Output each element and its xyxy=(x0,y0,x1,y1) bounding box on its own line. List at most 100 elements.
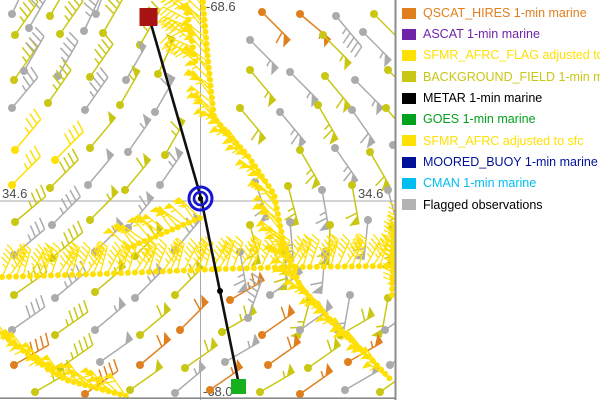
wind-barb[interactable] xyxy=(20,26,45,75)
legend-item-ascat[interactable]: ASCAT 1-min marine xyxy=(402,24,540,44)
wind-barb[interactable] xyxy=(86,34,114,81)
wind-barb[interactable] xyxy=(256,363,296,396)
wind-barb[interactable] xyxy=(188,74,215,101)
wind-barb[interactable] xyxy=(164,43,199,65)
wind-barb[interactable] xyxy=(306,233,320,270)
wind-barb[interactable] xyxy=(251,194,281,218)
wind-barb[interactable] xyxy=(221,333,261,366)
wind-barb[interactable] xyxy=(332,12,363,58)
wind-barb[interactable] xyxy=(103,241,121,277)
wind-barb[interactable] xyxy=(8,145,41,189)
wind-barb[interactable] xyxy=(296,10,332,48)
wind-barb[interactable] xyxy=(321,72,352,114)
wind-barb[interactable] xyxy=(139,213,170,235)
wind-barb[interactable] xyxy=(93,375,124,398)
wind-barb[interactable] xyxy=(246,66,277,108)
wind-barb[interactable] xyxy=(359,28,392,68)
wind-barb[interactable] xyxy=(326,233,339,270)
wind-barb[interactable] xyxy=(360,353,389,377)
wind-barb[interactable] xyxy=(381,299,418,334)
legend-item-moored-buoy[interactable]: MOORED_BUOY 1-min marine xyxy=(402,152,598,172)
wind-barb[interactable] xyxy=(229,235,244,272)
wind-barb[interactable] xyxy=(102,227,131,251)
wind-barb[interactable] xyxy=(155,208,187,228)
wind-barb[interactable] xyxy=(226,271,266,304)
wind-barb[interactable] xyxy=(285,235,304,271)
wind-barb[interactable] xyxy=(8,66,39,112)
legend-item-qscat-hires[interactable]: QSCAT_HIRES 1-min marine xyxy=(402,3,587,23)
track-waypoint-dot[interactable] xyxy=(217,288,223,294)
wind-barb[interactable] xyxy=(382,262,396,298)
wind-barb[interactable] xyxy=(247,170,275,195)
wind-barb[interactable] xyxy=(221,235,235,272)
wind-barb[interactable] xyxy=(319,31,352,71)
wind-barb[interactable] xyxy=(136,331,172,369)
wind-barb[interactable] xyxy=(171,359,207,397)
wind-barb[interactable] xyxy=(351,76,384,116)
wind-barb[interactable] xyxy=(249,234,262,272)
wind-barb[interactable] xyxy=(67,241,81,278)
wind-barb[interactable] xyxy=(277,234,291,271)
wind-barb[interactable] xyxy=(314,101,339,145)
legend-item-sfmr-afrc[interactable]: SFMR_AFRC adjusted to sfc xyxy=(402,131,583,151)
wind-barb[interactable] xyxy=(51,260,87,302)
wind-barb[interactable] xyxy=(258,303,296,339)
wind-barb[interactable] xyxy=(286,68,319,108)
wind-barb[interactable] xyxy=(126,358,164,394)
wind-barb[interactable] xyxy=(181,0,207,11)
wind-barb[interactable] xyxy=(184,59,214,83)
wind-barb[interactable] xyxy=(172,237,185,274)
wind-barb[interactable] xyxy=(176,294,209,334)
wind-barb[interactable] xyxy=(131,240,151,276)
wind-barb[interactable] xyxy=(11,0,39,39)
wind-barb[interactable] xyxy=(25,0,49,32)
wind-barb[interactable] xyxy=(334,233,350,270)
wind-barb[interactable] xyxy=(276,108,307,150)
wind-barb[interactable] xyxy=(86,110,117,152)
wind-barb[interactable] xyxy=(99,0,123,37)
wind-barb[interactable] xyxy=(257,235,274,271)
wind-barb[interactable] xyxy=(244,272,263,322)
wind-barb[interactable] xyxy=(8,0,29,18)
wind-barb[interactable] xyxy=(47,242,61,279)
track-end-marker[interactable] xyxy=(231,379,246,394)
wind-barb[interactable] xyxy=(376,361,413,396)
wind-barb[interactable] xyxy=(163,202,192,226)
wind-barb[interactable] xyxy=(18,243,32,280)
wind-barb[interactable] xyxy=(80,0,101,35)
legend-item-goes[interactable]: GOES 1-min marine xyxy=(402,110,536,130)
wind-barb[interactable] xyxy=(299,233,312,270)
wind-barb[interactable] xyxy=(180,237,198,274)
wind-barb[interactable] xyxy=(185,85,216,107)
wind-barb[interactable] xyxy=(178,0,206,5)
wind-barb[interactable] xyxy=(51,299,89,339)
wind-barb[interactable] xyxy=(75,241,91,278)
wind-barb[interactable] xyxy=(92,0,110,18)
wind-barb[interactable] xyxy=(157,0,191,16)
wind-barb[interactable] xyxy=(84,147,115,189)
wind-barb[interactable] xyxy=(51,120,84,164)
wind-barb[interactable] xyxy=(81,67,109,114)
wind-barb[interactable] xyxy=(156,146,184,189)
wind-barb[interactable] xyxy=(11,184,47,226)
wind-barb[interactable] xyxy=(264,333,302,369)
wind-barb[interactable] xyxy=(382,104,412,145)
wind-barb[interactable] xyxy=(124,113,152,156)
storm-center-outer-ring[interactable] xyxy=(187,185,214,212)
wind-barb[interactable] xyxy=(159,17,194,37)
wind-barb[interactable] xyxy=(116,65,141,109)
wind-barb[interactable] xyxy=(174,198,203,221)
wind-barb[interactable] xyxy=(362,234,381,270)
wind-barb[interactable] xyxy=(296,362,334,398)
wind-barb[interactable] xyxy=(86,184,119,224)
wind-barb[interactable] xyxy=(152,238,168,275)
wind-barb[interactable] xyxy=(386,334,423,369)
legend-item-metar[interactable]: METAR 1-min marine xyxy=(402,88,542,108)
wind-barb[interactable] xyxy=(121,152,152,194)
wind-barb[interactable] xyxy=(0,244,15,280)
wind-barb[interactable] xyxy=(136,301,172,339)
wind-barb[interactable] xyxy=(96,330,134,366)
wind-barb[interactable] xyxy=(46,148,79,192)
wind-barb[interactable] xyxy=(258,8,291,48)
wind-barb[interactable] xyxy=(46,0,70,20)
